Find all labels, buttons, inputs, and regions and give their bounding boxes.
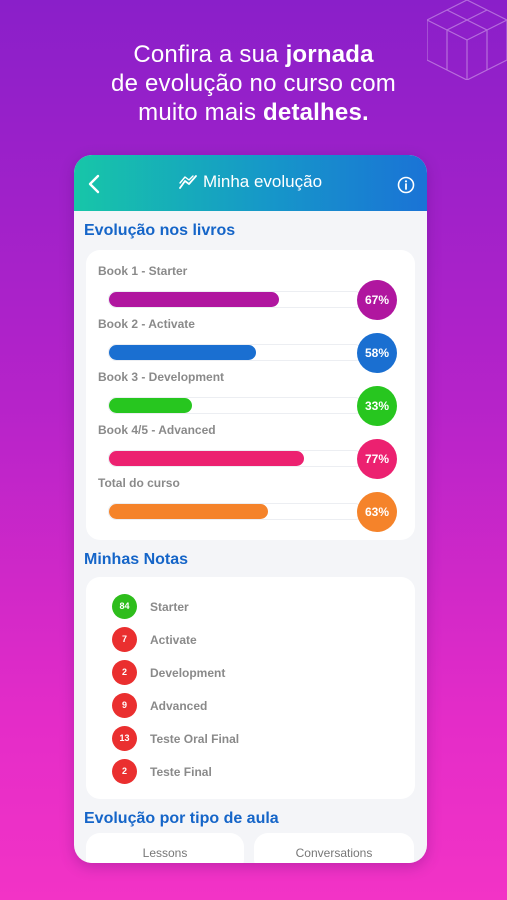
score-badge: 7 xyxy=(112,627,137,652)
grade-label: Advanced xyxy=(150,699,208,713)
score-badge: 2 xyxy=(112,660,137,685)
grades-section-title: Minhas Notas xyxy=(84,551,189,568)
books-progress-card: Book 1 - Starter 67% Book 2 - Activate 5… xyxy=(86,250,415,540)
tab-lessons[interactable]: Lessons xyxy=(86,833,244,863)
headline-text: muito mais xyxy=(138,99,264,126)
book-label: Book 3 - Development xyxy=(98,370,225,384)
percent-badge: 77% xyxy=(357,439,397,479)
headline-emphasis: jornada xyxy=(285,41,374,68)
progress-track xyxy=(108,291,363,308)
phone-screen: Minha evolução Evolução nos livros Book … xyxy=(74,155,427,863)
tab-label: Conversations xyxy=(295,846,373,860)
course-total-progress[interactable]: Total do curso 63% xyxy=(98,476,413,532)
progress-fill xyxy=(109,345,256,360)
headline-emphasis: detalhes. xyxy=(263,99,369,126)
progress-fill xyxy=(109,398,193,413)
percent-badge: 63% xyxy=(357,492,397,532)
grades-card: 84 Starter 7 Activate 2 Development 9 Ad… xyxy=(86,577,415,799)
book-progress-item[interactable]: Book 1 - Starter 67% xyxy=(98,264,413,320)
grade-label: Starter xyxy=(150,600,189,614)
book-label: Total do curso xyxy=(98,476,180,490)
score-badge: 2 xyxy=(112,759,137,784)
book-label: Book 4/5 - Advanced xyxy=(98,423,216,437)
progress-fill xyxy=(109,292,279,307)
progress-track xyxy=(108,397,363,414)
book-progress-item[interactable]: Book 3 - Development 33% xyxy=(98,370,413,426)
score-badge: 13 xyxy=(112,726,137,751)
headline-text: de evolução no curso com xyxy=(111,70,396,97)
score-badge: 84 xyxy=(112,594,137,619)
grade-label: Activate xyxy=(150,633,197,647)
grade-label: Development xyxy=(150,666,226,680)
info-icon[interactable] xyxy=(397,176,415,194)
grade-label: Teste Final xyxy=(150,765,212,779)
trend-chart-icon xyxy=(179,175,197,189)
progress-track xyxy=(108,344,363,361)
percent-badge: 33% xyxy=(357,386,397,426)
headline-text: Confira a sua xyxy=(133,41,286,68)
progress-track xyxy=(108,503,363,520)
progress-fill xyxy=(109,451,304,466)
book-progress-item[interactable]: Book 2 - Activate 58% xyxy=(98,317,413,373)
grade-label: Teste Oral Final xyxy=(150,732,240,746)
book-label: Book 1 - Starter xyxy=(98,264,188,278)
class-type-tabs: Lessons Conversations xyxy=(74,833,427,863)
app-bar: Minha evolução xyxy=(74,155,427,211)
chevron-left-icon[interactable] xyxy=(84,173,106,195)
book-label: Book 2 - Activate xyxy=(98,317,195,331)
app-bar-title: Minha evolução xyxy=(74,172,427,192)
tab-label: Lessons xyxy=(142,846,188,860)
percent-badge: 58% xyxy=(357,333,397,373)
score-badge: 9 xyxy=(112,693,137,718)
class-types-section-title: Evolução por tipo de aula xyxy=(84,810,279,827)
books-section-title: Evolução nos livros xyxy=(84,222,236,239)
progress-fill xyxy=(109,504,269,519)
tab-conversations[interactable]: Conversations xyxy=(254,833,414,863)
progress-track xyxy=(108,450,363,467)
book-progress-item[interactable]: Book 4/5 - Advanced 77% xyxy=(98,423,413,479)
promo-headline: Confira a sua jornada de evolução no cur… xyxy=(0,40,507,127)
cube-pattern-decoration xyxy=(427,0,507,80)
screen-title: Minha evolução xyxy=(202,172,323,191)
percent-badge: 67% xyxy=(357,280,397,320)
